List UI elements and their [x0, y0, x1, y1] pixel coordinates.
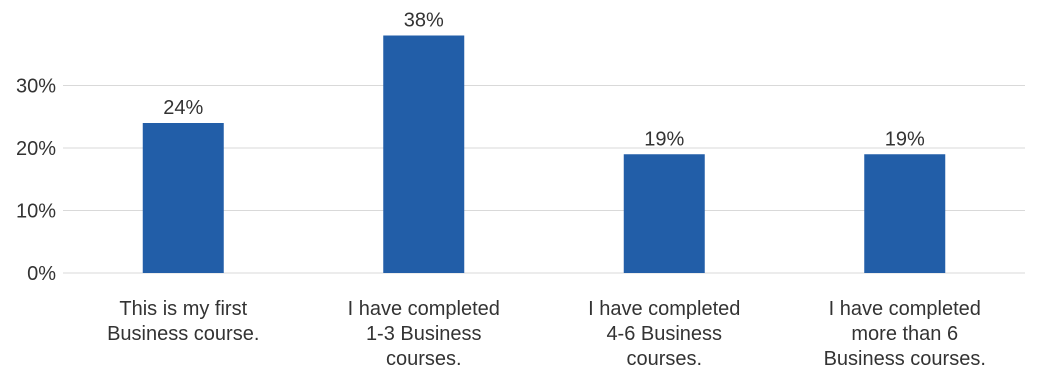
y-tick-label: 0%	[27, 263, 56, 285]
category-label: I have completed 1-3 Business courses.	[348, 298, 500, 370]
data-label: 24%	[163, 97, 203, 119]
category-label: I have completed more than 6 Business cour…	[824, 298, 986, 370]
data-label: 19%	[885, 128, 925, 150]
bar	[142, 123, 224, 273]
data-label: 19%	[644, 128, 684, 150]
y-tick-label: 20%	[16, 138, 56, 160]
data-label: 38%	[404, 10, 444, 32]
bar	[383, 35, 465, 273]
bar	[623, 154, 705, 273]
category-label: This is my first Business course.	[107, 298, 259, 345]
y-tick-label: 30%	[16, 76, 56, 98]
category-label: I have completed 4-6 Business courses.	[588, 298, 740, 370]
bar	[864, 154, 946, 273]
y-tick-label: 10%	[16, 201, 56, 223]
